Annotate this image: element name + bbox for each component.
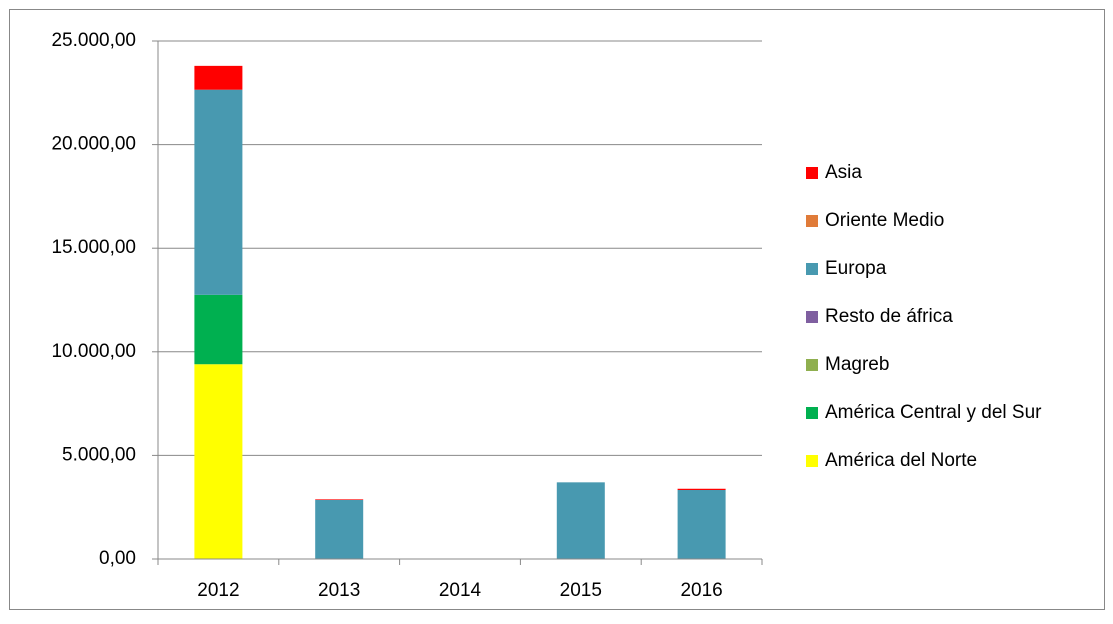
- bar-segment: [557, 482, 605, 559]
- y-tick-label: 10.000,00: [51, 341, 136, 362]
- legend-label: América del Norte: [825, 450, 977, 471]
- bar-segment: [194, 295, 242, 364]
- legend-swatch: [806, 167, 818, 179]
- legend-label: América Central y del Sur: [825, 402, 1042, 423]
- bar-segment: [194, 66, 242, 90]
- legend-swatch: [806, 263, 818, 275]
- legend-swatch: [806, 311, 818, 323]
- legend-label: Europa: [825, 258, 887, 279]
- bar-segment: [678, 489, 726, 490]
- bar-segment: [315, 500, 363, 559]
- y-tick-label: 0,00: [99, 548, 136, 569]
- legend-label: Oriente Medio: [825, 210, 944, 231]
- bar-segment: [194, 364, 242, 559]
- x-tick-label: 2014: [439, 580, 482, 601]
- legend-swatch: [806, 407, 818, 419]
- y-tick-label: 25.000,00: [51, 30, 136, 51]
- y-tick-label: 15.000,00: [51, 237, 136, 258]
- y-tick-label: 5.000,00: [62, 444, 136, 465]
- y-tick-label: 20.000,00: [51, 134, 136, 155]
- legend-swatch: [806, 455, 818, 467]
- bar-segment: [678, 490, 726, 559]
- legend-label: Magreb: [825, 354, 889, 375]
- legend-swatch: [806, 359, 818, 371]
- legend-label: Asia: [825, 162, 862, 183]
- x-tick-label: 2015: [560, 580, 602, 601]
- legend-swatch: [806, 215, 818, 227]
- x-tick-label: 2012: [197, 580, 239, 601]
- legend-label: Resto de áfrica: [825, 306, 953, 327]
- x-tick-label: 2016: [680, 580, 722, 601]
- bar-segment: [315, 499, 363, 500]
- x-tick-label: 2013: [318, 580, 360, 601]
- bar-segment: [194, 90, 242, 295]
